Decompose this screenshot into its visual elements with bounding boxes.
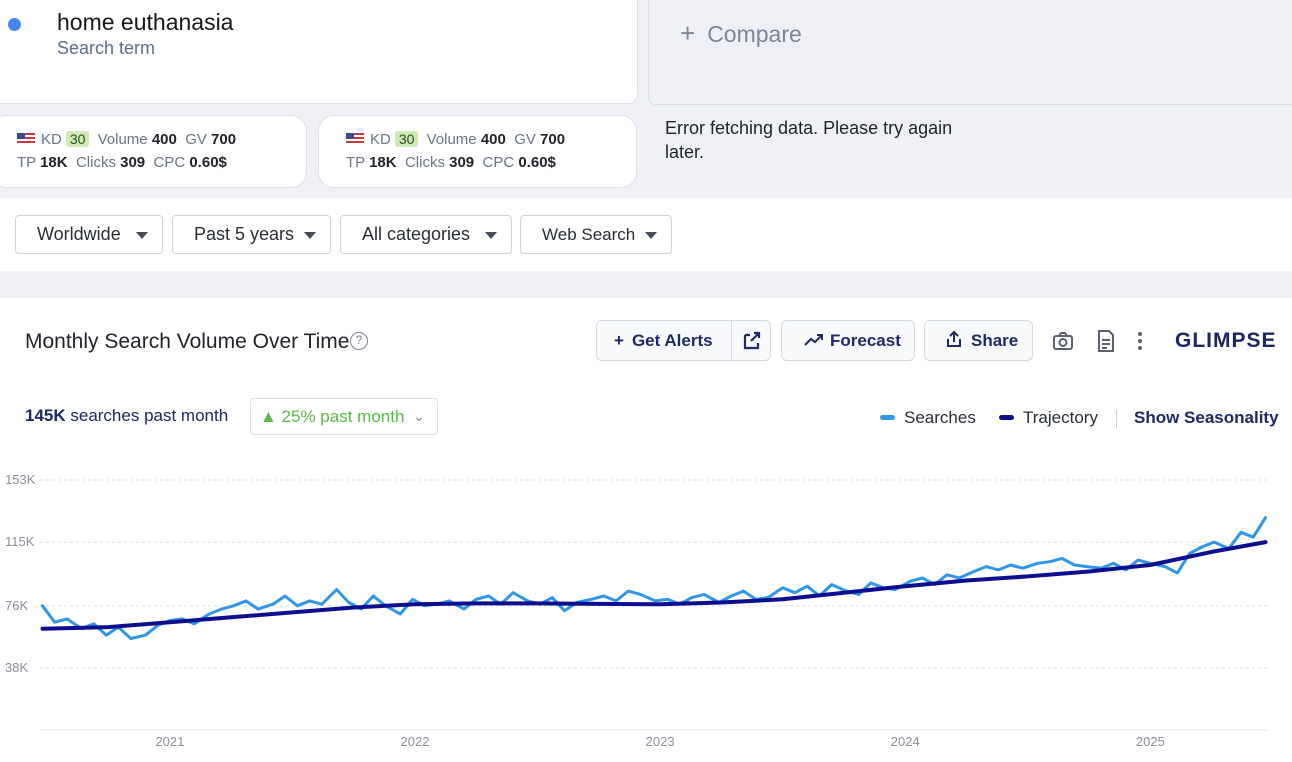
trajectory-line bbox=[40, 540, 1268, 631]
search-term-subtitle: Search term bbox=[57, 38, 156, 58]
compare-card[interactable] bbox=[648, 0, 1292, 105]
glimpse-logo: GLIMPSE bbox=[1175, 329, 1277, 352]
caret-down-icon bbox=[485, 232, 497, 239]
caret-down-icon bbox=[136, 232, 148, 239]
forecast-button[interactable]: Forecast bbox=[781, 320, 915, 361]
series-color-dot bbox=[8, 18, 21, 31]
plus-icon: + bbox=[680, 18, 696, 48]
cpc-label: CPC bbox=[153, 154, 186, 171]
plus-icon: + bbox=[614, 331, 624, 350]
camera-icon[interactable] bbox=[1051, 329, 1075, 353]
x-tick-label: 2023 bbox=[646, 734, 675, 749]
gv-label: GV bbox=[185, 131, 207, 148]
search-volume-chart: 153K 115K 76K 38K 2021 2022 2023 2024 2025 bbox=[5, 472, 1268, 749]
filter-location[interactable]: Worldwide bbox=[15, 215, 163, 254]
gv-value: 700 bbox=[211, 131, 237, 148]
search-term-card[interactable] bbox=[0, 0, 638, 104]
y-tick-label: 38K bbox=[5, 660, 28, 675]
filter-label: All categories bbox=[362, 224, 471, 244]
document-icon[interactable] bbox=[1094, 329, 1118, 353]
share-label: Share bbox=[971, 331, 1019, 350]
clicks-value: 309 bbox=[449, 154, 475, 171]
caret-down-icon bbox=[304, 232, 316, 239]
clicks-value: 309 bbox=[120, 154, 146, 171]
filter-label: Worldwide bbox=[37, 224, 121, 244]
legend-divider bbox=[1116, 410, 1117, 428]
kd-badge: 30 bbox=[65, 131, 90, 147]
tp-label: TP bbox=[17, 154, 36, 171]
chevron-down-icon: ⌄ bbox=[413, 408, 425, 424]
searches-summary: 145K searches past month bbox=[25, 406, 228, 426]
tp-label: TP bbox=[346, 154, 365, 171]
help-icon[interactable]: ? bbox=[350, 332, 368, 350]
trajectory-legend-label: Trajectory bbox=[1023, 408, 1098, 427]
tp-value: 18K bbox=[40, 154, 68, 171]
share-button[interactable]: Share bbox=[924, 320, 1033, 361]
x-tick-label: 2021 bbox=[155, 734, 184, 749]
cpc-label: CPC bbox=[482, 154, 515, 171]
metrics-row-top: KD 30 Volume 400 GV 700 bbox=[346, 131, 565, 148]
volume-value: 400 bbox=[151, 131, 177, 148]
y-tick-label: 76K bbox=[5, 598, 28, 613]
show-seasonality-link[interactable]: Show Seasonality bbox=[1134, 408, 1279, 427]
kd-label: KD bbox=[370, 131, 391, 148]
chart-panel bbox=[0, 299, 1292, 762]
kd-label: KD bbox=[41, 131, 62, 148]
external-link-icon bbox=[743, 331, 761, 350]
trajectory-legend-swatch bbox=[999, 415, 1014, 420]
metrics-row-top: KD 30 Volume 400 GV 700 bbox=[17, 131, 236, 148]
clicks-label: Clicks bbox=[75, 154, 116, 171]
filter-label: Web Search bbox=[542, 225, 636, 244]
y-tick-label: 153K bbox=[5, 472, 36, 487]
error-message: Error fetching data. Please try again la… bbox=[665, 118, 953, 162]
summary-text: searches past month bbox=[65, 406, 229, 425]
more-icon[interactable] bbox=[1128, 329, 1152, 353]
gv-label: GV bbox=[514, 131, 536, 148]
us-flag-icon bbox=[346, 133, 364, 145]
y-tick-label: 115K bbox=[5, 534, 35, 549]
chart-title: Monthly Search Volume Over Time bbox=[25, 330, 350, 353]
compare-button[interactable]: + Compare bbox=[680, 18, 802, 49]
us-flag-icon bbox=[17, 133, 35, 145]
x-tick-label: 2022 bbox=[401, 734, 430, 749]
volume-value: 400 bbox=[480, 131, 506, 148]
metrics-row-bottom: TP 18K Clicks 309 CPC 0.60$ bbox=[346, 154, 556, 171]
searches-legend-label: Searches bbox=[904, 408, 976, 427]
gv-value: 700 bbox=[540, 131, 566, 148]
x-tick-label: 2025 bbox=[1136, 734, 1165, 749]
trend-up-icon bbox=[804, 334, 823, 346]
metrics-card bbox=[0, 115, 307, 188]
caret-down-icon bbox=[645, 232, 657, 239]
compare-label: Compare bbox=[707, 21, 802, 47]
growth-dropdown[interactable]: ▲ 25% past month ⌄ bbox=[250, 398, 438, 435]
cpc-value: 0.60$ bbox=[189, 154, 227, 171]
forecast-label: Forecast bbox=[830, 331, 901, 350]
cpc-value: 0.60$ bbox=[518, 154, 556, 171]
metrics-card bbox=[318, 115, 637, 188]
x-tick-label: 2024 bbox=[891, 734, 920, 749]
volume-label: Volume bbox=[426, 131, 477, 148]
metrics-row-bottom: TP 18K Clicks 309 CPC 0.60$ bbox=[17, 154, 227, 171]
filter-search-type[interactable]: Web Search bbox=[520, 215, 672, 254]
summary-value: 145K bbox=[25, 406, 66, 425]
get-alerts-button[interactable]: + Get Alerts bbox=[596, 320, 732, 361]
filter-category[interactable]: All categories bbox=[340, 215, 512, 254]
volume-label: Volume bbox=[97, 131, 148, 148]
external-link-button[interactable] bbox=[731, 320, 771, 361]
searches-line bbox=[41, 516, 1267, 640]
filter-bar: Worldwide Past 5 years All categories We… bbox=[0, 198, 1292, 271]
clicks-label: Clicks bbox=[404, 154, 445, 171]
searches-legend-swatch bbox=[880, 415, 895, 420]
growth-label: ▲ 25% past month bbox=[260, 407, 405, 426]
share-icon bbox=[947, 330, 961, 347]
filter-time-range[interactable]: Past 5 years bbox=[172, 215, 331, 254]
kd-badge: 30 bbox=[394, 131, 419, 147]
filter-label: Past 5 years bbox=[194, 224, 295, 244]
search-term-title[interactable]: home euthanasia bbox=[57, 9, 234, 35]
tp-value: 18K bbox=[369, 154, 397, 171]
get-alerts-label: Get Alerts bbox=[631, 331, 713, 350]
